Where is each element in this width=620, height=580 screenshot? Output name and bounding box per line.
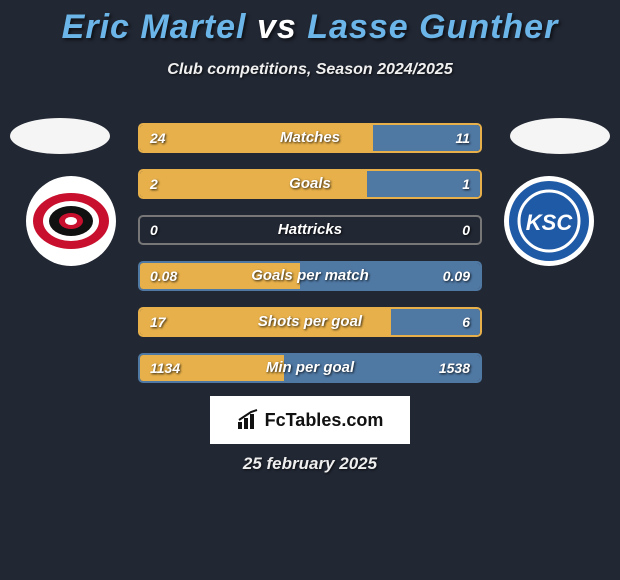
stat-label: Hattricks — [140, 217, 480, 243]
branding-text: FcTables.com — [265, 410, 384, 431]
stat-row: 2Goals1 — [138, 169, 482, 199]
player2-photo-placeholder — [510, 118, 610, 154]
stat-row: 24Matches11 — [138, 123, 482, 153]
stat-row: 17Shots per goal6 — [138, 307, 482, 337]
stat-value-right: 1 — [462, 171, 470, 197]
stat-label: Matches — [140, 125, 480, 151]
stat-value-right: 0 — [462, 217, 470, 243]
stats-container: 24Matches11 2Goals1 0Hattricks0 0.08Goals p… — [138, 123, 482, 399]
player1-club-badge — [26, 176, 116, 266]
stat-label: Shots per goal — [140, 309, 480, 335]
branding-chart-icon — [237, 409, 259, 431]
stat-row: 0.08Goals per match0.09 — [138, 261, 482, 291]
svg-text:KSC: KSC — [526, 210, 574, 235]
comparison-title: Eric Martel vs Lasse Gunther — [0, 0, 620, 47]
subtitle: Club competitions, Season 2024/2025 — [0, 61, 620, 79]
stat-value-right: 6 — [462, 309, 470, 335]
branding-badge: FcTables.com — [210, 396, 410, 444]
player1-photo-placeholder — [10, 118, 110, 154]
stat-value-right: 1538 — [439, 355, 470, 381]
stat-row: 0Hattricks0 — [138, 215, 482, 245]
stat-value-right: 11 — [455, 125, 470, 151]
stat-row: 1134Min per goal1538 — [138, 353, 482, 383]
title-vs: vs — [257, 8, 297, 46]
player1-name: Eric Martel — [62, 8, 247, 46]
date-text: 25 february 2025 — [0, 454, 620, 474]
stat-label: Goals — [140, 171, 480, 197]
player2-name: Lasse Gunther — [307, 8, 558, 46]
stat-label: Goals per match — [140, 263, 480, 289]
stat-label: Min per goal — [140, 355, 480, 381]
stat-value-right: 0.09 — [443, 263, 470, 289]
player2-club-badge: KSC — [504, 176, 594, 266]
